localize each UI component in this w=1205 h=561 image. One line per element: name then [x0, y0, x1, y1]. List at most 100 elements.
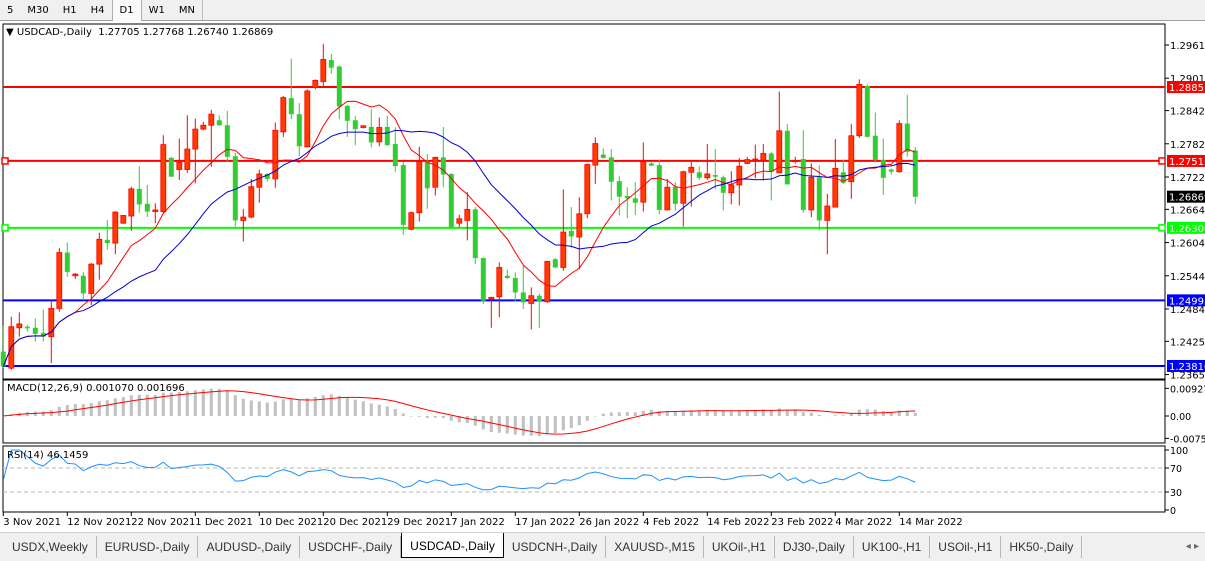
bearish-candle [784, 130, 790, 185]
ohlc-readout: 1.27705 1.27768 1.26740 1.26869 [98, 27, 274, 38]
timeframe-5[interactable]: 5 [7, 5, 14, 16]
chart-canvas[interactable]: 1.29610 1.29010 1.28425 1.27825 1.27225 1.266… [0, 22, 1205, 532]
macd-histogram-bar [849, 413, 853, 416]
macd-histogram-bar [537, 416, 541, 437]
macd-histogram-bar [329, 394, 333, 416]
bullish-candle [464, 208, 471, 221]
bullish-candle [752, 158, 759, 161]
macd-histogram-bar [393, 408, 397, 416]
bearish-candle [384, 126, 390, 146]
rsi-axis-label: 0 [1170, 506, 1176, 517]
bearish-candle [24, 326, 30, 329]
macd-histogram-bar [657, 410, 661, 416]
bullish-candle [576, 213, 583, 238]
macd-histogram-bar [281, 399, 285, 416]
macd-histogram-bar [225, 390, 229, 416]
macd-histogram-bar [841, 415, 845, 416]
macd-histogram-bar [473, 416, 477, 426]
macd-histogram-bar [65, 405, 69, 416]
price-label: 1.29610 [1170, 41, 1205, 52]
bullish-candle [488, 296, 495, 300]
bearish-candle [136, 188, 142, 205]
timeframe-w1[interactable]: W1 [148, 5, 165, 16]
macd-histogram-bar [297, 399, 301, 416]
symbol-label: USDCAD-,Daily [16, 27, 92, 38]
tab-usdx-weekly[interactable]: USDX,Weekly [4, 536, 97, 558]
bearish-candle [552, 259, 558, 268]
bearish-candle [800, 159, 806, 210]
line-anchor-marker [1, 224, 9, 232]
chart-tabs: USDX,Weekly EURUSD-,Daily AUDUSD-,Daily USD… [0, 532, 1205, 561]
dropdown-triangle-icon[interactable]: ▼ [6, 27, 14, 38]
date-label: 12 Nov 2021 [67, 517, 131, 528]
bearish-candle [288, 98, 294, 115]
macd-histogram-bar [649, 409, 653, 416]
timeframe-h1[interactable]: H1 [62, 5, 77, 16]
tab-usdcnh-daily[interactable]: USDCNH-,Daily [504, 536, 607, 558]
date-label: 17 Jan 2022 [515, 517, 575, 528]
timeframe-m30[interactable]: M30 [27, 5, 49, 16]
price-tag-label: 1.26306 [1169, 224, 1205, 235]
bullish-candle [72, 273, 79, 277]
macd-histogram-bar [313, 396, 317, 416]
macd-histogram-bar [833, 415, 837, 416]
bullish-candle [176, 161, 183, 170]
macd-histogram-bar [233, 395, 237, 416]
bearish-candle [32, 327, 38, 334]
bullish-candle [728, 184, 735, 194]
tab-usdchf-daily[interactable]: USDCHF-,Daily [300, 536, 402, 558]
macd-histogram-bar [529, 416, 533, 436]
tab-audusd-daily[interactable]: AUDUSD-,Daily [198, 536, 301, 558]
bullish-candle [896, 123, 903, 173]
bearish-candle [472, 209, 478, 259]
tab-usdcad-daily[interactable]: USDCAD-,Daily [401, 533, 504, 558]
bullish-candle [360, 125, 367, 128]
bullish-candle [272, 129, 279, 180]
bearish-candle [328, 59, 334, 68]
macd-histogram-bar [513, 416, 517, 435]
rsi-pane [2, 445, 1166, 513]
bearish-candle [104, 239, 110, 244]
tab-uk100-h1[interactable]: UK100-,H1 [854, 536, 931, 558]
date-label: 23 Feb 2022 [771, 517, 833, 528]
bullish-candle [280, 97, 287, 133]
macd-histogram-bar [265, 402, 269, 416]
macd-histogram-bar [169, 392, 173, 416]
tab-ukoil-h1[interactable]: UKOil-,H1 [704, 536, 775, 558]
macd-histogram-bar [777, 408, 781, 416]
timeframe-h4[interactable]: H4 [90, 5, 105, 16]
tab-scroll-arrows[interactable]: ◂ ▸ [1185, 541, 1199, 552]
macd-histogram-bar [681, 410, 685, 416]
macd-histogram-bar [97, 401, 101, 416]
macd-histogram-bar [153, 395, 157, 416]
rsi-axis-label: 70 [1170, 464, 1182, 475]
price-label: 1.29010 [1170, 74, 1205, 85]
tab-usoil-h1[interactable]: USOil-,H1 [930, 536, 1002, 558]
macd-histogram-bar [713, 410, 717, 416]
tab-hk50-daily[interactable]: HK50-,Daily [1001, 536, 1083, 558]
date-label: 22 Nov 2021 [131, 517, 195, 528]
fast-moving-average-line [2, 100, 916, 367]
timeframe-d1[interactable]: D1 [111, 0, 142, 21]
bullish-candle [408, 212, 415, 230]
timeframe-mn[interactable]: MN [178, 5, 195, 16]
rsi-label: RSI(14) 46.1459 [7, 450, 89, 461]
bullish-candle [120, 215, 127, 224]
bullish-candle [736, 165, 743, 186]
tab-eurusd-daily[interactable]: EURUSD-,Daily [97, 536, 199, 558]
rsi-axis-label: 100 [1170, 446, 1188, 457]
bearish-candle [600, 154, 606, 158]
bearish-candle [480, 258, 486, 301]
line-anchor-marker [1, 157, 9, 165]
macd-histogram-bar [609, 412, 613, 416]
bearish-candle [840, 172, 846, 183]
macd-histogram-bar [129, 395, 133, 416]
main-pane [2, 23, 1166, 380]
macd-histogram-bar [913, 412, 917, 416]
tab-dj30-daily[interactable]: DJ30-,Daily [775, 536, 854, 558]
bullish-candle [664, 186, 671, 211]
tab-xauusd-m15[interactable]: XAUUSD-,M15 [606, 536, 704, 558]
macd-histogram-bar [89, 403, 93, 416]
macd-axis-label: 0.009278 [1170, 384, 1205, 395]
